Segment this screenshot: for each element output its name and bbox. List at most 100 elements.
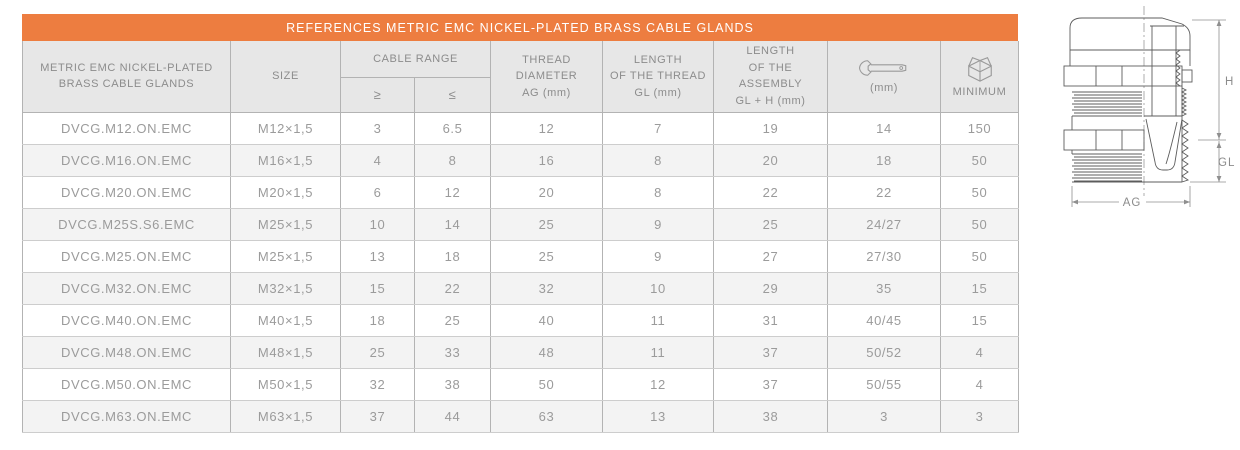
header-cable-range-label: CABLE RANGE <box>373 52 458 65</box>
header-cable-range-max: ≤ <box>413 77 492 113</box>
size-cell: M40×1,5 <box>230 303 341 337</box>
size-cell: M16×1,5 <box>230 143 341 177</box>
thread-length-cell: 8 <box>602 175 715 209</box>
thread-diameter-cell: 63 <box>490 399 604 433</box>
thread-diameter-cell: 25 <box>490 239 604 273</box>
cable-min-cell: 32 <box>340 367 415 401</box>
open-box-icon <box>967 56 992 82</box>
cable-gland-diagram-svg: H GL AG <box>1063 6 1235 209</box>
thread-length-cell: 9 <box>602 207 715 241</box>
size-cell: M25×1,5 <box>230 239 341 273</box>
cable-min-cell: 4 <box>340 143 415 177</box>
assembly-length-cell: 37 <box>713 367 829 401</box>
header-cable-range: CABLE RANGE <box>339 41 492 78</box>
thread-length-cell: 11 <box>602 335 715 369</box>
cable-max-cell: 44 <box>413 399 492 433</box>
thread-diameter-cell: 25 <box>490 207 604 241</box>
wrench-size-cell: 35 <box>827 271 942 305</box>
thread-length-cell: 13 <box>602 399 715 433</box>
minimum-qty-cell: 50 <box>940 207 1020 241</box>
wrench-size-cell: 40/45 <box>827 303 942 337</box>
cable-max-cell: 8 <box>413 143 492 177</box>
header-length-of-thread-label: LENGTH OF THE THREAD GL (mm) <box>610 53 707 99</box>
dimension-label-ag: AG <box>1123 197 1142 209</box>
cable-min-cell: 18 <box>340 303 415 337</box>
assembly-length-cell: 20 <box>713 143 829 177</box>
cable-max-cell: 22 <box>413 271 492 305</box>
cable-min-cell: 10 <box>340 207 415 241</box>
size-cell: M50×1,5 <box>230 367 341 401</box>
header-minimum: MINIMUM <box>940 41 1020 113</box>
reference-cell: DVCG.M20.ON.EMC <box>22 175 231 209</box>
header-size-label: SIZE <box>272 70 299 83</box>
table-row: DVCG.M25S.S6.EMC M25×1,5 10 14 25 9 25 24/27 50 <box>22 207 1020 241</box>
header-reference: METRIC EMC NICKEL-PLATED BRASS CABLE GLA… <box>22 41 231 113</box>
reference-cell: DVCG.M63.ON.EMC <box>22 399 231 433</box>
cable-max-cell: 25 <box>413 303 492 337</box>
assembly-length-cell: 19 <box>713 111 829 145</box>
table-row: DVCG.M16.ON.EMC M16×1,5 4 8 16 8 20 18 50 <box>22 143 1020 177</box>
wrench-size-cell: 50/55 <box>827 367 942 401</box>
minimum-qty-cell: 50 <box>940 239 1020 273</box>
wrench-size-cell: 50/52 <box>827 335 942 369</box>
reference-cell: DVCG.M32.ON.EMC <box>22 271 231 305</box>
assembly-length-cell: 38 <box>713 399 829 433</box>
table-row: DVCG.M32.ON.EMC M32×1,5 15 22 32 10 29 35 15 <box>22 271 1020 305</box>
cable-min-cell: 37 <box>340 399 415 433</box>
table-row: DVCG.M25.ON.EMC M25×1,5 13 18 25 9 27 27/30 50 <box>22 239 1020 273</box>
header-thread-diameter-label: THREAD DIAMETER AG (mm) <box>515 53 578 99</box>
assembly-length-cell: 37 <box>713 335 829 369</box>
table-row: DVCG.M12.ON.EMC M12×1,5 3 6.5 12 7 19 14 150 <box>22 111 1020 145</box>
reference-cell: DVCG.M16.ON.EMC <box>22 143 231 177</box>
minimum-qty-cell: 15 <box>940 303 1020 337</box>
assembly-length-cell: 27 <box>713 239 829 273</box>
cable-glands-table-section: REFERENCES METRIC EMC NICKEL-PLATED BRAS… <box>22 14 1020 433</box>
table-row: DVCG.M50.ON.EMC M50×1,5 32 38 50 12 37 50/55 4 <box>22 367 1020 401</box>
minimum-qty-cell: 150 <box>940 111 1020 145</box>
table-row: DVCG.M48.ON.EMC M48×1,5 25 33 48 11 37 50/52 4 <box>22 335 1020 369</box>
header-size: SIZE <box>230 41 341 113</box>
cable-min-cell: 3 <box>340 111 415 145</box>
thread-diameter-cell: 48 <box>490 335 604 369</box>
thread-length-cell: 7 <box>602 111 715 145</box>
thread-length-cell: 12 <box>602 367 715 401</box>
thread-diameter-cell: 20 <box>490 175 604 209</box>
reference-cell: DVCG.M12.ON.EMC <box>22 111 231 145</box>
thread-diameter-cell: 16 <box>490 143 604 177</box>
thread-length-cell: 8 <box>602 143 715 177</box>
le-symbol: ≤ <box>448 87 457 102</box>
cable-max-cell: 12 <box>413 175 492 209</box>
table-title-bar: REFERENCES METRIC EMC NICKEL-PLATED BRAS… <box>22 14 1018 41</box>
table-row: DVCG.M40.ON.EMC M40×1,5 18 25 40 11 31 40/45 15 <box>22 303 1020 337</box>
table-row: DVCG.M63.ON.EMC M63×1,5 37 44 63 13 38 3 3 <box>22 399 1020 433</box>
header-wrench-size: (mm) <box>827 41 942 113</box>
size-cell: M32×1,5 <box>230 271 341 305</box>
cable-glands-table: METRIC EMC NICKEL-PLATED BRASS CABLE GLA… <box>22 41 1020 433</box>
wrench-size-cell: 18 <box>827 143 942 177</box>
minimum-qty-cell: 50 <box>940 143 1020 177</box>
cable-max-cell: 6.5 <box>413 111 492 145</box>
thread-length-cell: 9 <box>602 239 715 273</box>
wrench-size-cell: 3 <box>827 399 942 433</box>
minimum-qty-cell: 3 <box>940 399 1020 433</box>
cable-max-cell: 14 <box>413 207 492 241</box>
header-wrench-unit-label: (mm) <box>869 81 899 94</box>
assembly-length-cell: 25 <box>713 207 829 241</box>
cable-min-cell: 15 <box>340 271 415 305</box>
minimum-qty-cell: 50 <box>940 175 1020 209</box>
reference-cell: DVCG.M25.ON.EMC <box>22 239 231 273</box>
thread-diameter-cell: 12 <box>490 111 604 145</box>
dimension-label-gl: GL <box>1218 157 1235 169</box>
size-cell: M25×1,5 <box>230 207 341 241</box>
reference-cell: DVCG.M40.ON.EMC <box>22 303 231 337</box>
cable-max-cell: 38 <box>413 367 492 401</box>
header-thread-diameter: THREAD DIAMETER AG (mm) <box>490 41 604 113</box>
header-minimum-label: MINIMUM <box>952 85 1007 98</box>
header-length-of-assembly-label: LENGTH OF THE ASSEMBLY GL + H (mm) <box>735 45 806 107</box>
size-cell: M12×1,5 <box>230 111 341 145</box>
table-row: DVCG.M20.ON.EMC M20×1,5 6 12 20 8 22 22 50 <box>22 175 1020 209</box>
reference-cell: DVCG.M48.ON.EMC <box>22 335 231 369</box>
cable-min-cell: 25 <box>340 335 415 369</box>
wrench-icon <box>858 59 907 76</box>
